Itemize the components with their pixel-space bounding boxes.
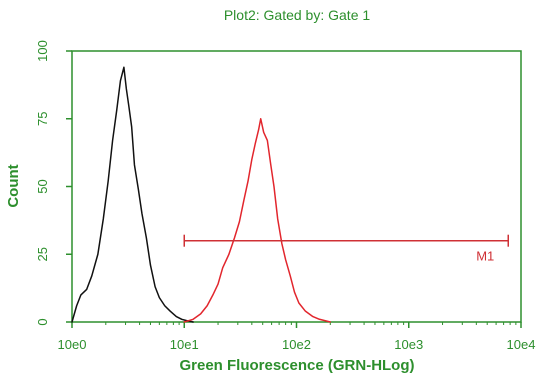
labels-layer: 10e0 10e1 10e2 10e3 10e4 0 25 50 75 100 Plot2: Gat… (5, 7, 535, 374)
series-line-1 (71, 66, 194, 323)
series-layer (71, 66, 332, 323)
x-tick-label: 10e2 (282, 337, 311, 352)
y-tick-label: 100 (35, 40, 50, 62)
x-tick-label: 10e3 (394, 337, 423, 352)
y-tick-label: 50 (35, 179, 50, 193)
x-axis-label: Green Fluorescence (GRN-HLog) (179, 357, 414, 374)
ticks-layer (66, 50, 522, 328)
x-tick-label: 10e4 (507, 337, 536, 352)
y-tick-label: 75 (35, 112, 50, 126)
x-tick-label: 10e1 (170, 337, 199, 352)
plot-frame (71, 50, 522, 323)
x-tick-label: 10e0 (58, 337, 87, 352)
axes-layer (71, 50, 522, 323)
y-tick-label: 0 (35, 318, 50, 325)
marker-label-1: M1 (476, 249, 494, 264)
y-axis-label: Count (5, 164, 22, 207)
chart-title: Plot2: Gated by: Gate 1 (224, 7, 371, 23)
annotation-layer: M1 (183, 234, 510, 264)
y-tick-label: 25 (35, 247, 50, 261)
series-line-2 (183, 118, 332, 323)
